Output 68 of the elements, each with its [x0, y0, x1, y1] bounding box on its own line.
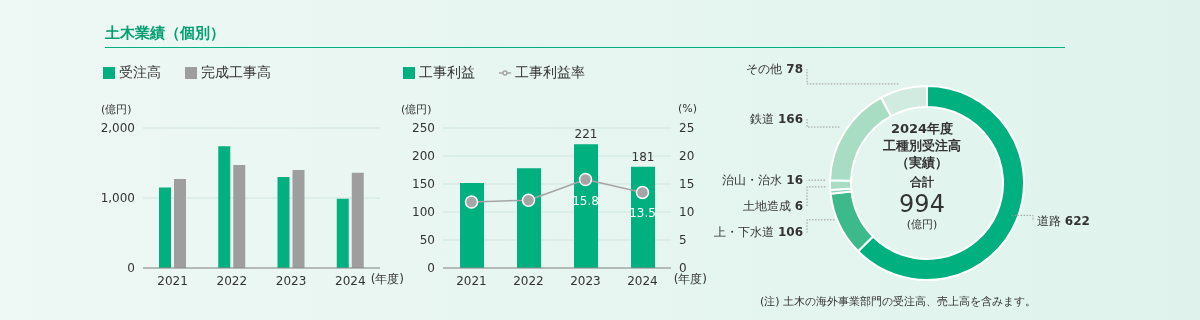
x-tick-label: 2022 [216, 273, 248, 288]
legend-label: 工事利益 [419, 64, 475, 80]
x-axis-title: (年度) [370, 271, 404, 288]
x-tick-label: 2021 [157, 273, 188, 288]
bar [277, 177, 290, 268]
slice-label: 鉄道 [750, 112, 775, 127]
bar [631, 166, 655, 268]
text: 994 [898, 190, 946, 218]
y-tick-label: 150 [412, 177, 435, 192]
y-tick-label: 50 [419, 233, 435, 248]
slice-label: 道路 [1037, 214, 1061, 229]
y-tick-label: 100 [412, 205, 435, 220]
bar [460, 182, 484, 268]
y2-axis-title: (%) [677, 102, 697, 115]
point [521, 193, 536, 207]
x-tick-label: 2021 [456, 273, 487, 288]
x-tick-label: 2022 [513, 273, 544, 288]
bar [336, 198, 349, 268]
legend-label: 工事利益率 [515, 64, 585, 80]
bar [517, 168, 541, 268]
data-label: 6 [794, 199, 803, 214]
text: (億円) [905, 217, 939, 232]
bar [174, 179, 186, 268]
data-label: 106 [777, 225, 803, 240]
data-label: 166 [777, 112, 803, 127]
text: 合計 [909, 174, 935, 191]
x-tick-label: 2023 [570, 273, 601, 288]
y-tick-label: 250 [412, 121, 435, 136]
slice-label: 治山・治水 [722, 173, 783, 188]
bar [574, 144, 598, 268]
data-label: 78 [786, 62, 803, 77]
text: 工種別受注高（実績） [882, 137, 962, 171]
slice-label: その他 [746, 62, 783, 77]
data-label: 221 [574, 127, 598, 142]
x-tick-label: 2023 [275, 273, 307, 288]
bar [292, 170, 305, 268]
x-tick-label: 2024 [335, 273, 366, 288]
bar [218, 146, 231, 268]
bar [233, 165, 246, 268]
y2-tick-label: 20 [679, 149, 695, 164]
x-tick-label: 2024 [627, 273, 658, 288]
point [635, 185, 650, 200]
y2-tick-label: 15 [679, 177, 695, 192]
legend-label: 完成工事高 [201, 64, 271, 80]
bar [351, 172, 364, 268]
y-tick-label: 0 [427, 261, 435, 276]
y-axis-title: (億円) [401, 102, 432, 117]
y2-tick-label: 10 [679, 205, 695, 220]
y2-tick-label: 25 [679, 121, 695, 136]
y2-tick-label: 5 [679, 233, 687, 248]
slice-label: 土地造成 [742, 199, 791, 214]
bar [159, 187, 171, 268]
data-label: 181 [631, 149, 655, 164]
point [464, 195, 479, 209]
data-label: 622 [1064, 214, 1090, 229]
text: 2024年度 [889, 120, 955, 137]
y-tick-label: 200 [412, 149, 435, 164]
y-axis-title: (億円) [101, 102, 132, 117]
chart-title: 土木業績（個別） [105, 24, 225, 43]
legend-label: 受注高 [119, 64, 161, 80]
text: (注) 土木の海外事業部門の受注高、売上高を含みます。 [760, 294, 1037, 309]
y-tick-label: 1,000 [100, 191, 135, 206]
x-axis-title: (年度) [673, 272, 707, 288]
y-tick-label: 0 [127, 261, 135, 276]
slice-label: 上・下水道 [714, 225, 775, 240]
y-tick-label: 2,000 [100, 121, 135, 136]
data-label: 16 [786, 173, 803, 188]
point [578, 172, 593, 187]
